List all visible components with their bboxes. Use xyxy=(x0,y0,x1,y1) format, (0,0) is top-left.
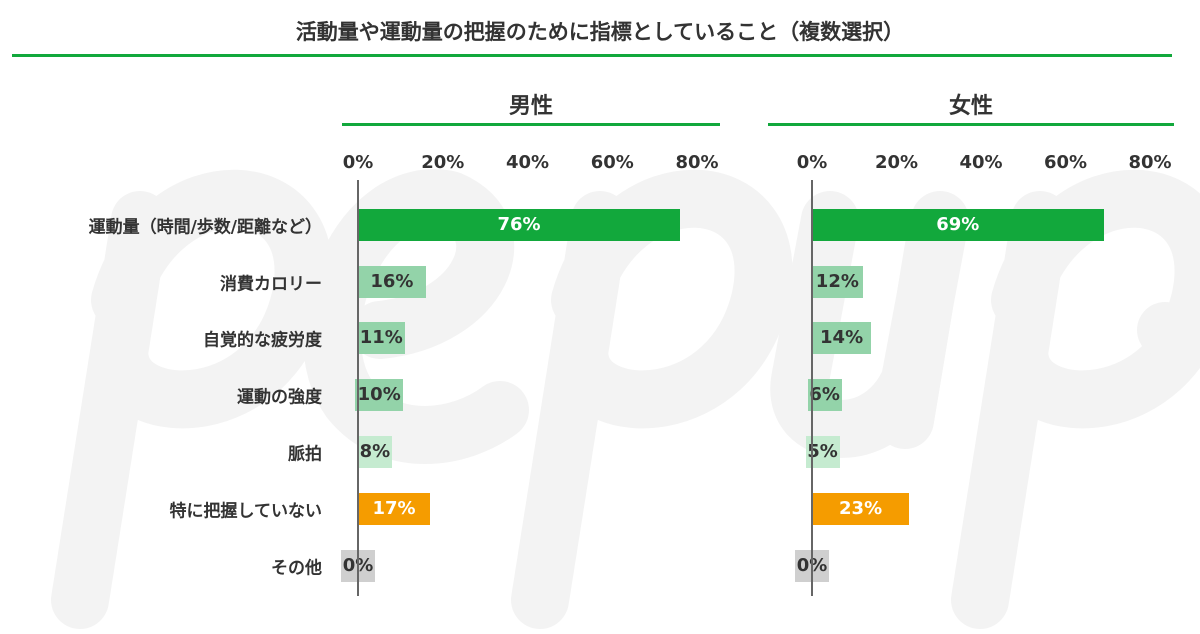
category-label: 運動量（時間/歩数/距離など） xyxy=(88,217,322,238)
axis-tick-label: 80% xyxy=(675,152,719,173)
axis-tick-label: 60% xyxy=(1043,152,1088,173)
data-label: 11% xyxy=(357,322,406,354)
panel-underline xyxy=(768,123,1174,126)
data-label: 8% xyxy=(357,436,392,468)
category-label: 自覚的な疲労度 xyxy=(203,330,322,351)
axis-tick-label: 40% xyxy=(505,152,550,173)
data-label: 16% xyxy=(358,266,426,298)
category-label: 消費カロリー xyxy=(220,274,322,295)
data-label: 14% xyxy=(812,322,872,354)
axis-line xyxy=(357,180,359,596)
chart-title: 活動量や運動量の把握のために指標としていること（複数選択） xyxy=(295,20,905,44)
axis-tick-label: 20% xyxy=(421,152,465,173)
axis-tick-label: 40% xyxy=(959,152,1003,173)
category-label: 運動の強度 xyxy=(237,387,322,408)
axis-tick-label: 80% xyxy=(1128,152,1172,173)
category-label: その他 xyxy=(271,558,322,579)
data-label: 76% xyxy=(358,209,681,241)
data-label: 23% xyxy=(812,493,910,525)
axis-tick-label: 0% xyxy=(342,152,374,173)
data-label: 12% xyxy=(812,266,863,298)
category-label: 特に把握していない xyxy=(169,501,323,522)
category-label: 脈拍 xyxy=(288,444,322,465)
axis-tick-label: 60% xyxy=(590,152,634,173)
axis-line xyxy=(811,180,813,596)
panel-title-1: 女性 xyxy=(948,94,993,119)
axis-tick-label: 0% xyxy=(796,152,828,173)
data-label: 69% xyxy=(812,209,1104,241)
data-label: 6% xyxy=(807,379,842,411)
axis-tick-label: 20% xyxy=(874,152,919,173)
title-underline xyxy=(12,54,1172,57)
panel-underline xyxy=(342,123,720,126)
data-label: 17% xyxy=(358,493,431,525)
panel-title-0: 男性 xyxy=(508,94,553,119)
data-label: 10% xyxy=(355,379,404,411)
